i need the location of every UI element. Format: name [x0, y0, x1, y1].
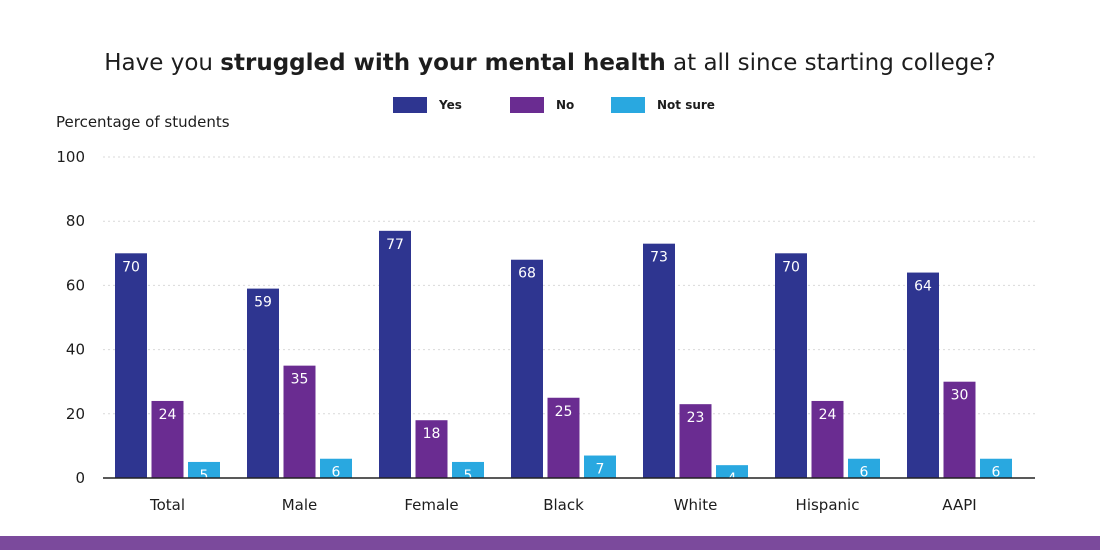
bar-chart: Percentage of students02040608010070245T…: [56, 97, 1035, 514]
bar: [584, 455, 616, 478]
legend-label: No: [556, 98, 574, 112]
x-tick-label: Hispanic: [796, 496, 860, 514]
legend-swatch: [611, 97, 645, 113]
x-tick-label: Black: [543, 496, 584, 514]
bar: [943, 381, 976, 478]
data-label: 24: [159, 407, 177, 423]
data-label: 6: [860, 465, 869, 481]
bar: [907, 272, 939, 478]
bar: [283, 365, 316, 478]
chart-title-prefix: Have you: [104, 50, 221, 76]
chart-title-bold: struggled with your mental health: [220, 50, 666, 76]
y-tick-label: 20: [66, 405, 85, 423]
bar: [379, 230, 411, 478]
bar: [643, 243, 675, 478]
x-tick-label: Male: [282, 496, 318, 514]
x-tick-label: Female: [404, 496, 458, 514]
data-label: 7: [596, 462, 605, 478]
data-label: 6: [332, 465, 341, 481]
data-label: 5: [464, 468, 473, 484]
chart-title: Have you struggled with your mental heal…: [0, 50, 1100, 76]
data-label: 18: [423, 426, 441, 442]
x-tick-label: Total: [149, 496, 185, 514]
bar: [511, 259, 543, 478]
data-label: 5: [200, 468, 209, 484]
y-tick-label: 0: [75, 469, 85, 487]
bar: [452, 461, 484, 478]
bar: [188, 461, 220, 478]
bottom-accent-bar: [0, 536, 1100, 550]
data-label: 64: [914, 279, 932, 295]
chart-title-suffix: at all since starting college?: [665, 50, 996, 76]
data-label: 68: [518, 266, 536, 282]
data-label: 6: [992, 465, 1001, 481]
x-tick-label: AAPI: [942, 496, 976, 514]
y-tick-label: 80: [66, 212, 85, 230]
data-label: 35: [291, 372, 309, 388]
bar: [679, 404, 712, 478]
bar: [115, 253, 147, 478]
bar: [848, 458, 880, 478]
bar: [547, 397, 580, 478]
bar: [980, 458, 1012, 478]
legend-label: Not sure: [657, 98, 715, 112]
bar: [415, 420, 448, 478]
y-axis-title: Percentage of students: [56, 113, 230, 131]
data-label: 24: [819, 407, 837, 423]
bar: [811, 400, 844, 478]
bar: [151, 400, 184, 478]
data-label: 23: [687, 410, 705, 426]
y-tick-label: 40: [66, 341, 85, 359]
bar: [320, 458, 352, 478]
bar: [247, 288, 279, 478]
x-tick-label: White: [674, 496, 718, 514]
bar: [775, 253, 807, 478]
data-label: 25: [555, 404, 573, 420]
data-label: 59: [254, 295, 272, 311]
data-label: 73: [650, 250, 668, 266]
legend-label: Yes: [438, 98, 462, 112]
y-tick-label: 100: [56, 148, 85, 166]
data-label: 30: [951, 388, 969, 404]
legend-swatch: [393, 97, 427, 113]
data-label: 77: [386, 237, 404, 253]
bar: [716, 465, 748, 478]
data-label: 70: [122, 259, 140, 275]
data-label: 4: [728, 471, 737, 487]
data-label: 70: [782, 259, 800, 275]
legend-swatch: [510, 97, 544, 113]
y-tick-label: 60: [66, 276, 85, 294]
